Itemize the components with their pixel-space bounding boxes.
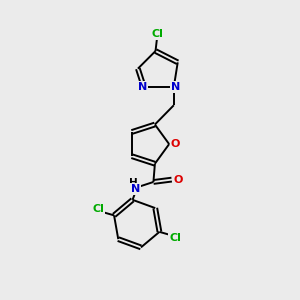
Text: Cl: Cl <box>169 233 181 243</box>
Text: Cl: Cl <box>151 29 163 39</box>
Text: O: O <box>173 175 183 184</box>
Text: H: H <box>129 178 138 188</box>
Text: N: N <box>138 82 147 92</box>
Text: N: N <box>131 184 140 194</box>
Text: N: N <box>171 82 180 92</box>
Text: O: O <box>171 139 180 149</box>
Text: Cl: Cl <box>92 205 104 214</box>
